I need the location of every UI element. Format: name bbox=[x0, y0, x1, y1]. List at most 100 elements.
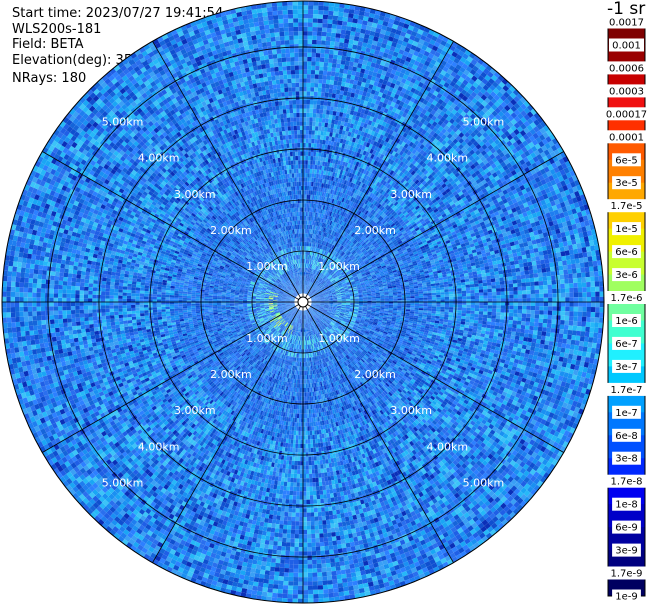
ppi-cell bbox=[308, 156, 311, 160]
ppi-cell bbox=[322, 79, 326, 84]
ppi-cell bbox=[335, 37, 340, 42]
ppi-cell bbox=[303, 31, 308, 35]
ppi-cell bbox=[305, 177, 307, 181]
ppi-cell bbox=[324, 54, 329, 59]
ppi-cell bbox=[326, 75, 330, 80]
ppi-cell bbox=[314, 143, 317, 148]
ppi-cell bbox=[309, 186, 311, 190]
ppi-cell bbox=[306, 100, 310, 104]
ppi-cell bbox=[317, 105, 321, 110]
ppi-cell bbox=[304, 246, 305, 250]
ppi-cell bbox=[335, 33, 340, 38]
ppi-cell bbox=[323, 10, 328, 15]
ppi-cell bbox=[332, 59, 337, 64]
ppi-cell bbox=[303, 117, 306, 121]
ppi-cell bbox=[307, 74, 311, 78]
ppi-cell bbox=[319, 144, 322, 149]
ppi-cell bbox=[342, 51, 347, 56]
ppi-cell bbox=[305, 164, 307, 168]
ppi-cell bbox=[328, 58, 333, 63]
ppi-cell bbox=[346, 56, 351, 61]
ppi-cell bbox=[327, 101, 331, 106]
ppi-cell bbox=[304, 242, 305, 246]
ppi-cell bbox=[303, 5, 308, 9]
ppi-cell bbox=[340, 64, 345, 69]
ppi-cell bbox=[348, 66, 353, 71]
ppi-cell bbox=[322, 118, 326, 123]
ppi-cell bbox=[337, 59, 342, 64]
ppi-cell bbox=[317, 36, 322, 41]
ppi-cell bbox=[315, 165, 318, 170]
ppi-cell bbox=[316, 113, 320, 118]
ppi-cell bbox=[306, 212, 308, 216]
ppi-cell bbox=[328, 11, 333, 16]
ppi-cell bbox=[343, 69, 348, 74]
ppi-cell bbox=[306, 121, 309, 125]
ppi-cell bbox=[327, 28, 332, 33]
ppi-cell bbox=[320, 53, 325, 58]
ppi-cell bbox=[308, 1, 313, 5]
ppi-cell bbox=[303, 113, 306, 117]
ppi-cell bbox=[320, 135, 323, 140]
ppi-cell bbox=[334, 7, 340, 12]
ppi-cell bbox=[320, 101, 324, 106]
ppi-cell bbox=[343, 12, 349, 17]
ppi-cell bbox=[304, 255, 305, 259]
ppi-cell bbox=[339, 8, 345, 13]
ppi-cell bbox=[313, 18, 318, 23]
ppi-cell bbox=[323, 66, 327, 71]
ppi-cell bbox=[338, 51, 343, 56]
ppi-cell bbox=[311, 61, 315, 65]
ppi-cell bbox=[346, 52, 351, 57]
ppi-cell bbox=[305, 173, 307, 177]
ppi-cell bbox=[305, 169, 307, 173]
ppi-cell bbox=[327, 106, 331, 111]
ppi-cell bbox=[303, 139, 306, 143]
ppi-cell bbox=[306, 134, 309, 138]
ppi-cell bbox=[316, 57, 321, 62]
ppi-cell bbox=[311, 139, 314, 143]
ppi-cell bbox=[315, 70, 319, 75]
ppi-cell bbox=[305, 190, 307, 194]
ppi-cell bbox=[315, 74, 319, 79]
ppi-cell bbox=[309, 182, 311, 186]
ppi-cell bbox=[312, 117, 315, 121]
ppi-cell bbox=[336, 29, 341, 34]
ppi-cell bbox=[310, 109, 314, 113]
ppi-cell bbox=[317, 92, 321, 97]
ppi-cell bbox=[337, 81, 342, 86]
ppi-cell bbox=[322, 140, 325, 145]
ppi-cell bbox=[310, 195, 312, 199]
ppi-cell bbox=[324, 101, 328, 106]
ppi-cell bbox=[312, 31, 317, 36]
ppi-cell bbox=[311, 186, 313, 190]
ppi-cell bbox=[324, 62, 329, 67]
ppi-cell bbox=[316, 152, 319, 157]
ppi-cell bbox=[316, 109, 320, 114]
ppi-cell bbox=[351, 53, 356, 58]
ppi-cell bbox=[339, 73, 344, 78]
ppi-cell bbox=[323, 131, 327, 136]
ppi-cell bbox=[329, 84, 333, 89]
ppi-cell bbox=[335, 68, 340, 73]
ppi-cell bbox=[327, 67, 332, 72]
ppi-cell bbox=[329, 89, 333, 94]
ppi-cell bbox=[319, 70, 323, 75]
ppi-cell bbox=[305, 212, 307, 216]
ppi-cell bbox=[315, 126, 318, 131]
ppi-cell bbox=[311, 143, 314, 147]
ppi-cell bbox=[325, 84, 329, 89]
ppi-cell bbox=[317, 27, 322, 32]
ppi-cell bbox=[343, 43, 348, 48]
ppi-cell bbox=[307, 91, 311, 95]
ppi-cell bbox=[307, 173, 309, 177]
ppi-cell bbox=[343, 17, 349, 22]
ppi-cell bbox=[314, 135, 317, 140]
ppi-cell bbox=[306, 225, 308, 229]
ppi-cell bbox=[308, 169, 310, 173]
ppi-cell bbox=[349, 39, 354, 44]
ppi-cell bbox=[335, 72, 340, 77]
ppi-cell bbox=[310, 100, 314, 104]
ppi-cell bbox=[329, 110, 333, 115]
ppi-cell bbox=[331, 33, 336, 38]
